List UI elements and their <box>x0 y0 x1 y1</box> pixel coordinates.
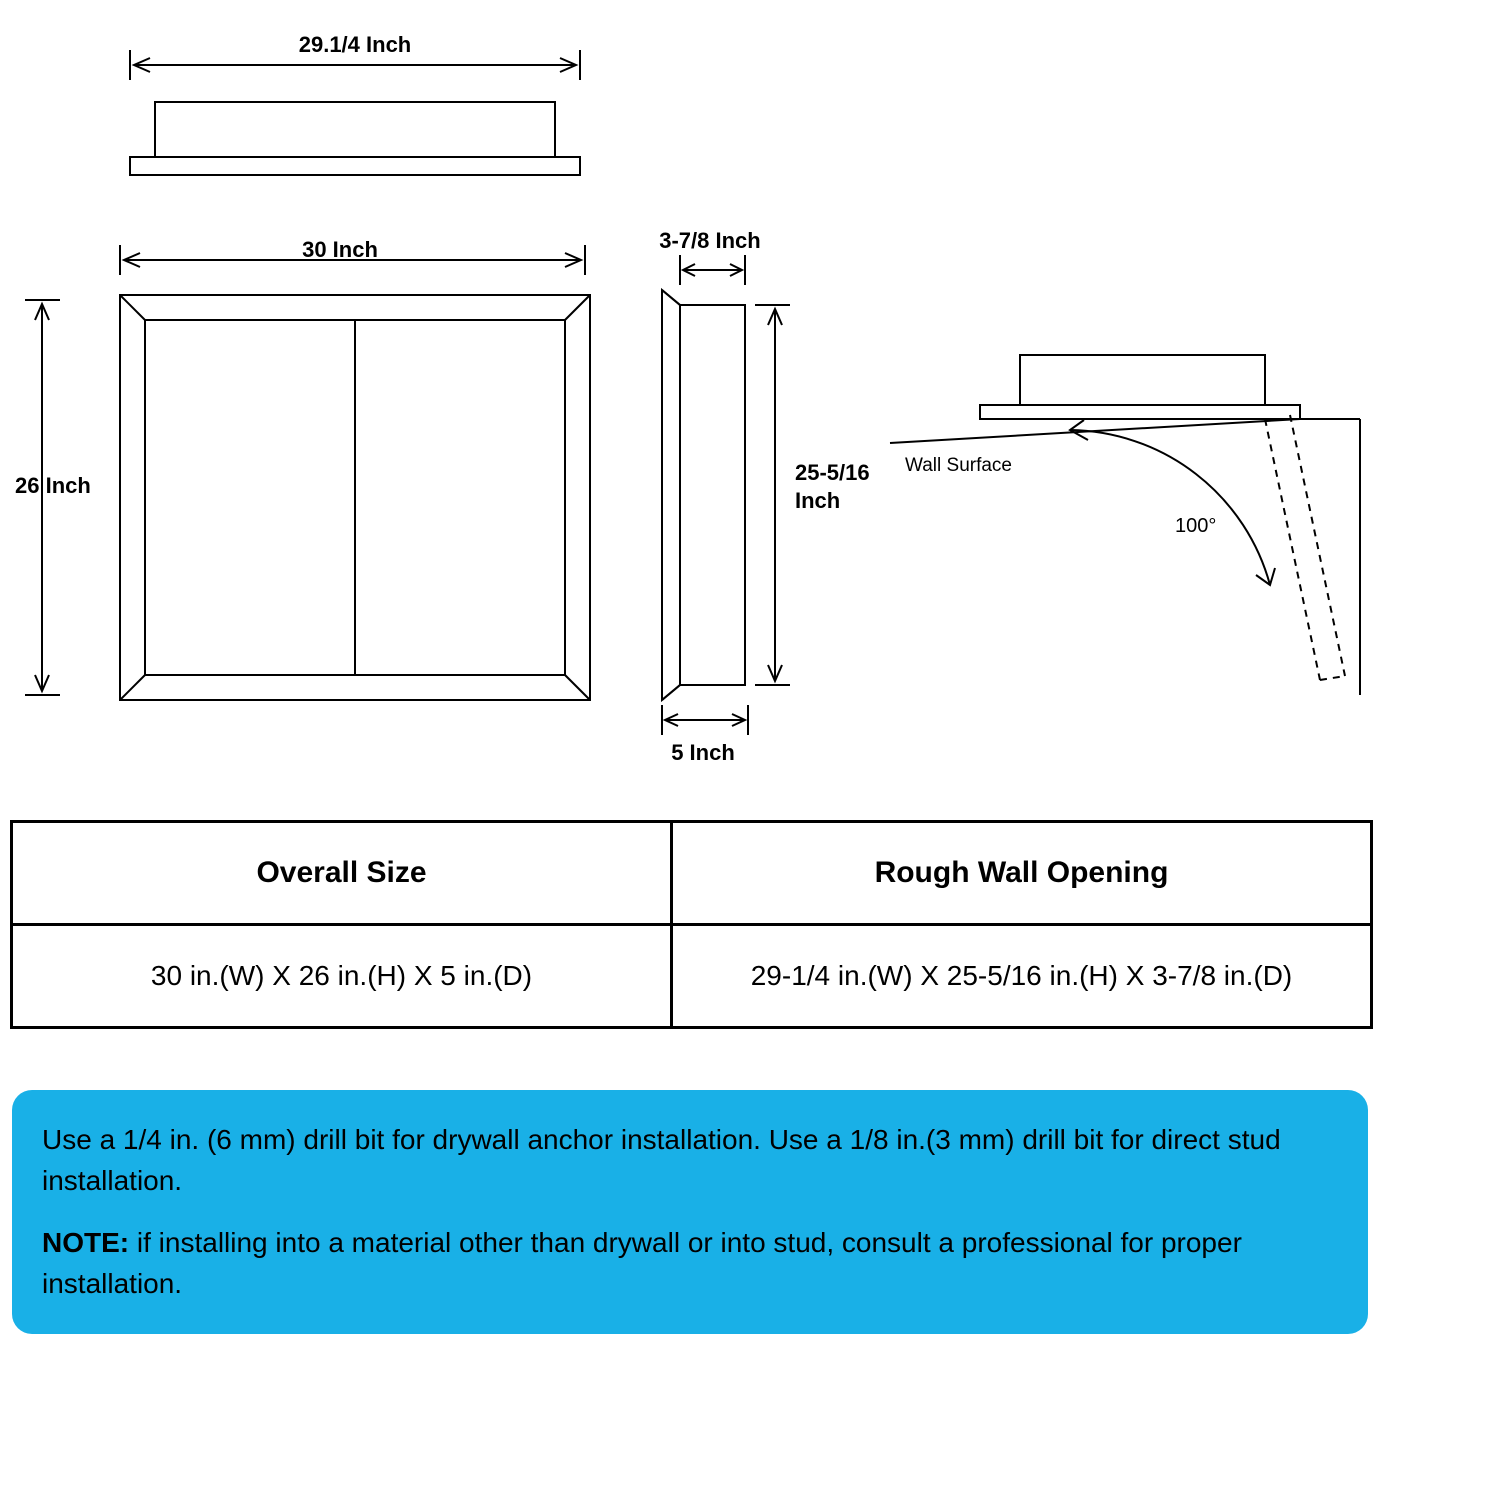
table-cell-rough: 29-1/4 in.(W) X 25-5/16 in.(H) X 3-7/8 i… <box>672 925 1372 1028</box>
table-header-rough: Rough Wall Opening <box>672 822 1372 925</box>
swing-view-drawing <box>870 335 1400 735</box>
angle-label: 100° <box>1175 515 1216 538</box>
wall-surface-label: Wall Surface <box>905 455 1012 477</box>
table-cell-overall: 30 in.(W) X 26 in.(H) X 5 in.(D) <box>12 925 672 1028</box>
diagram-canvas: 29.1/4 Inch <box>0 0 1500 1500</box>
front-height-label: 26 Inch <box>15 473 110 499</box>
front-width-label: 30 Inch <box>270 237 410 263</box>
size-table: Overall Size Rough Wall Opening 30 in.(W… <box>10 820 1373 1029</box>
note-line-2-text: if installing into a material other than… <box>42 1227 1242 1299</box>
note-line-2: NOTE: if installing into a material othe… <box>42 1223 1338 1304</box>
top-view-dim-label: 29.1/4 Inch <box>240 32 470 58</box>
note-line-1: Use a 1/4 in. (6 mm) drill bit for drywa… <box>42 1120 1338 1201</box>
installation-note: Use a 1/4 in. (6 mm) drill bit for drywa… <box>12 1090 1368 1334</box>
top-view-drawing <box>110 40 600 190</box>
table-header-overall: Overall Size <box>12 822 672 925</box>
side-bottom-dim-label: 5 Inch <box>648 740 758 766</box>
note-strong-label: NOTE: <box>42 1227 129 1258</box>
side-top-dim-label: 3-7/8 Inch <box>640 228 780 254</box>
